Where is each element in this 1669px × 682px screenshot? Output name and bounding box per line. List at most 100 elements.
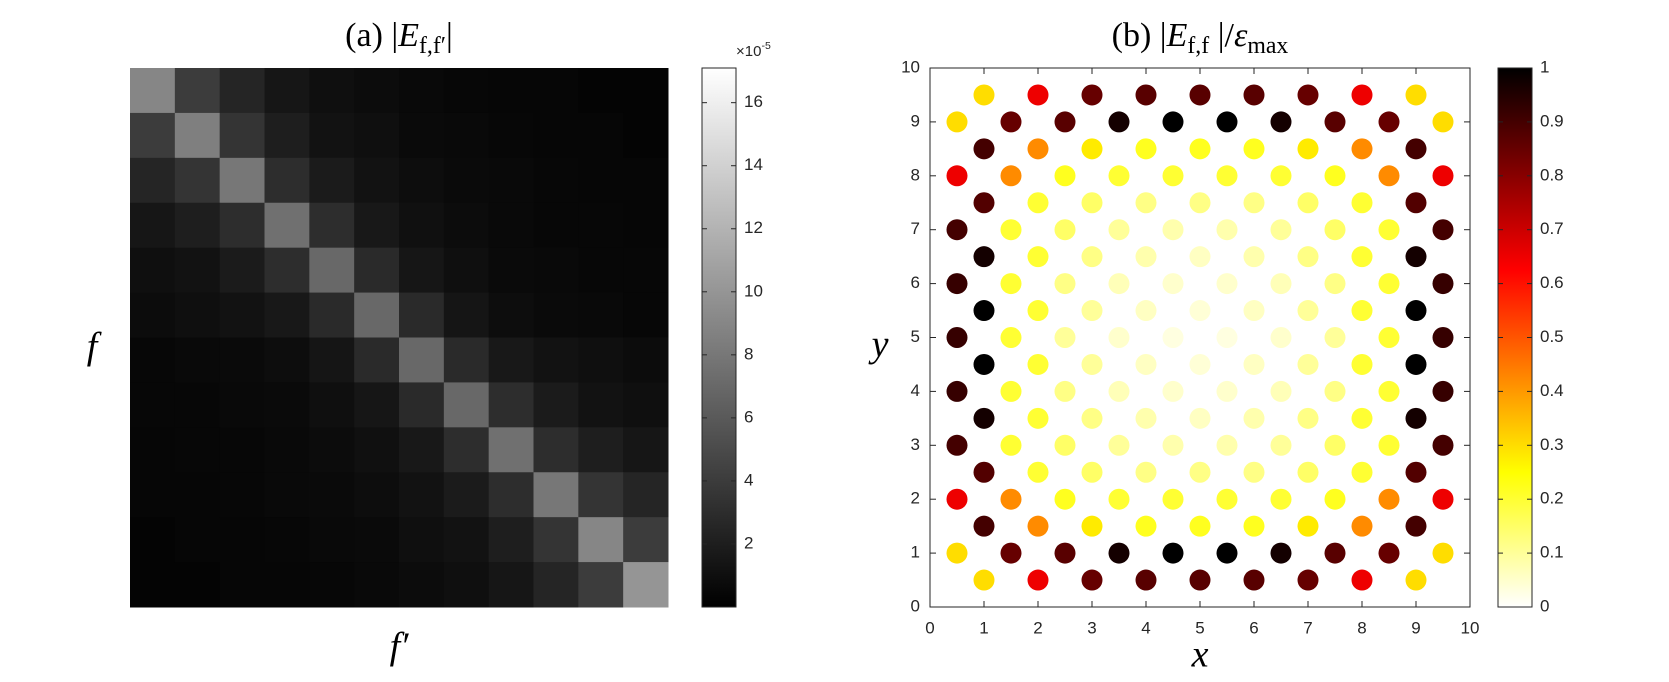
point <box>1432 380 1454 402</box>
heatmap-cell <box>399 517 445 563</box>
point <box>973 84 995 106</box>
heatmap-cell <box>219 112 265 159</box>
point <box>1135 138 1157 160</box>
heatmap-cell <box>443 202 490 249</box>
point <box>1081 407 1103 429</box>
y-tick-label: 5 <box>911 327 920 346</box>
point <box>1405 353 1427 375</box>
heatmap-cell <box>443 472 490 518</box>
point <box>1027 300 1049 322</box>
heatmap-cell <box>533 247 579 294</box>
point <box>1162 111 1184 133</box>
point <box>1297 569 1319 591</box>
point <box>1027 353 1049 375</box>
point <box>1162 273 1184 295</box>
heatmap-cell <box>309 112 355 159</box>
heatmap-cell <box>578 68 624 114</box>
point <box>1162 488 1184 510</box>
point <box>1270 111 1292 133</box>
heatmap-cell <box>399 292 445 338</box>
colorbar-tick-label: 0.3 <box>1540 435 1564 454</box>
heatmap-cell <box>130 112 176 159</box>
point <box>1081 569 1103 591</box>
colorbar-tick-label: 0.7 <box>1540 219 1564 238</box>
point <box>1162 219 1184 241</box>
point <box>1081 353 1103 375</box>
point <box>1108 380 1130 402</box>
heatmap-cell <box>130 382 176 428</box>
point <box>1108 434 1130 456</box>
point <box>1243 515 1265 537</box>
point <box>1270 165 1292 187</box>
point <box>1297 515 1319 537</box>
point <box>1189 461 1211 483</box>
point <box>1054 111 1076 133</box>
heatmap-cell <box>578 247 624 294</box>
heatmap-cell <box>623 112 669 159</box>
heatmap-cell <box>488 292 534 338</box>
point <box>1216 380 1238 402</box>
heatmap-cell <box>354 68 400 114</box>
point <box>1081 461 1103 483</box>
point <box>1432 165 1454 187</box>
heatmap-cell <box>264 427 310 473</box>
y-tick-label: 3 <box>911 435 920 454</box>
heatmap-cell <box>354 382 400 428</box>
point <box>973 353 995 375</box>
heatmap-cell <box>578 112 624 159</box>
heatmap-cell <box>174 562 221 608</box>
point <box>1027 569 1049 591</box>
colorbar-tick-label: 1 <box>1540 57 1549 76</box>
colorbar-exponent: ×10-5 <box>736 40 771 60</box>
heatmap-cell <box>309 202 355 249</box>
heatmap-cell <box>174 112 221 159</box>
point <box>1054 165 1076 187</box>
point <box>1243 407 1265 429</box>
heatmap-cell <box>309 427 355 473</box>
point <box>1351 515 1373 537</box>
point <box>1378 327 1400 348</box>
point <box>1189 84 1211 106</box>
point <box>1054 488 1076 510</box>
x-tick-label: 7 <box>1303 618 1312 637</box>
point <box>1378 380 1400 402</box>
point <box>1378 488 1400 510</box>
point <box>1378 273 1400 295</box>
point <box>1297 353 1319 375</box>
point <box>1405 246 1427 268</box>
point <box>1135 461 1157 483</box>
heatmap-cell <box>309 562 355 608</box>
point <box>1432 327 1454 348</box>
point <box>973 192 995 214</box>
point <box>1189 515 1211 537</box>
heatmap-cell <box>443 427 490 473</box>
colorbar-tick-label: 0.8 <box>1540 165 1564 184</box>
point <box>1405 461 1427 483</box>
point <box>1135 407 1157 429</box>
point <box>1189 353 1211 375</box>
y-axis-label: y <box>868 324 889 366</box>
heatmap-cell <box>309 337 355 383</box>
heatmap-cell <box>399 337 445 383</box>
point <box>1054 434 1076 456</box>
point <box>1108 273 1130 295</box>
point <box>946 327 968 348</box>
heatmap-cell <box>130 247 176 294</box>
point <box>1351 84 1373 106</box>
heatmap-cell <box>623 427 669 473</box>
heatmap-cell <box>623 382 669 428</box>
heatmap-cell <box>578 382 624 428</box>
point <box>1108 111 1130 133</box>
y-tick-label: 1 <box>911 543 920 562</box>
heatmap-cell <box>264 157 310 204</box>
heatmap-cell <box>399 247 445 294</box>
heatmap-cell <box>488 562 534 608</box>
point <box>1189 246 1211 268</box>
colorbar-tick-label: 0.2 <box>1540 489 1564 508</box>
heatmap-cell <box>130 517 176 563</box>
point <box>1405 407 1427 429</box>
point <box>1081 138 1103 160</box>
title-part: ×10 <box>736 43 761 60</box>
heatmap-cell <box>219 427 265 473</box>
heatmap-cell <box>533 292 579 338</box>
